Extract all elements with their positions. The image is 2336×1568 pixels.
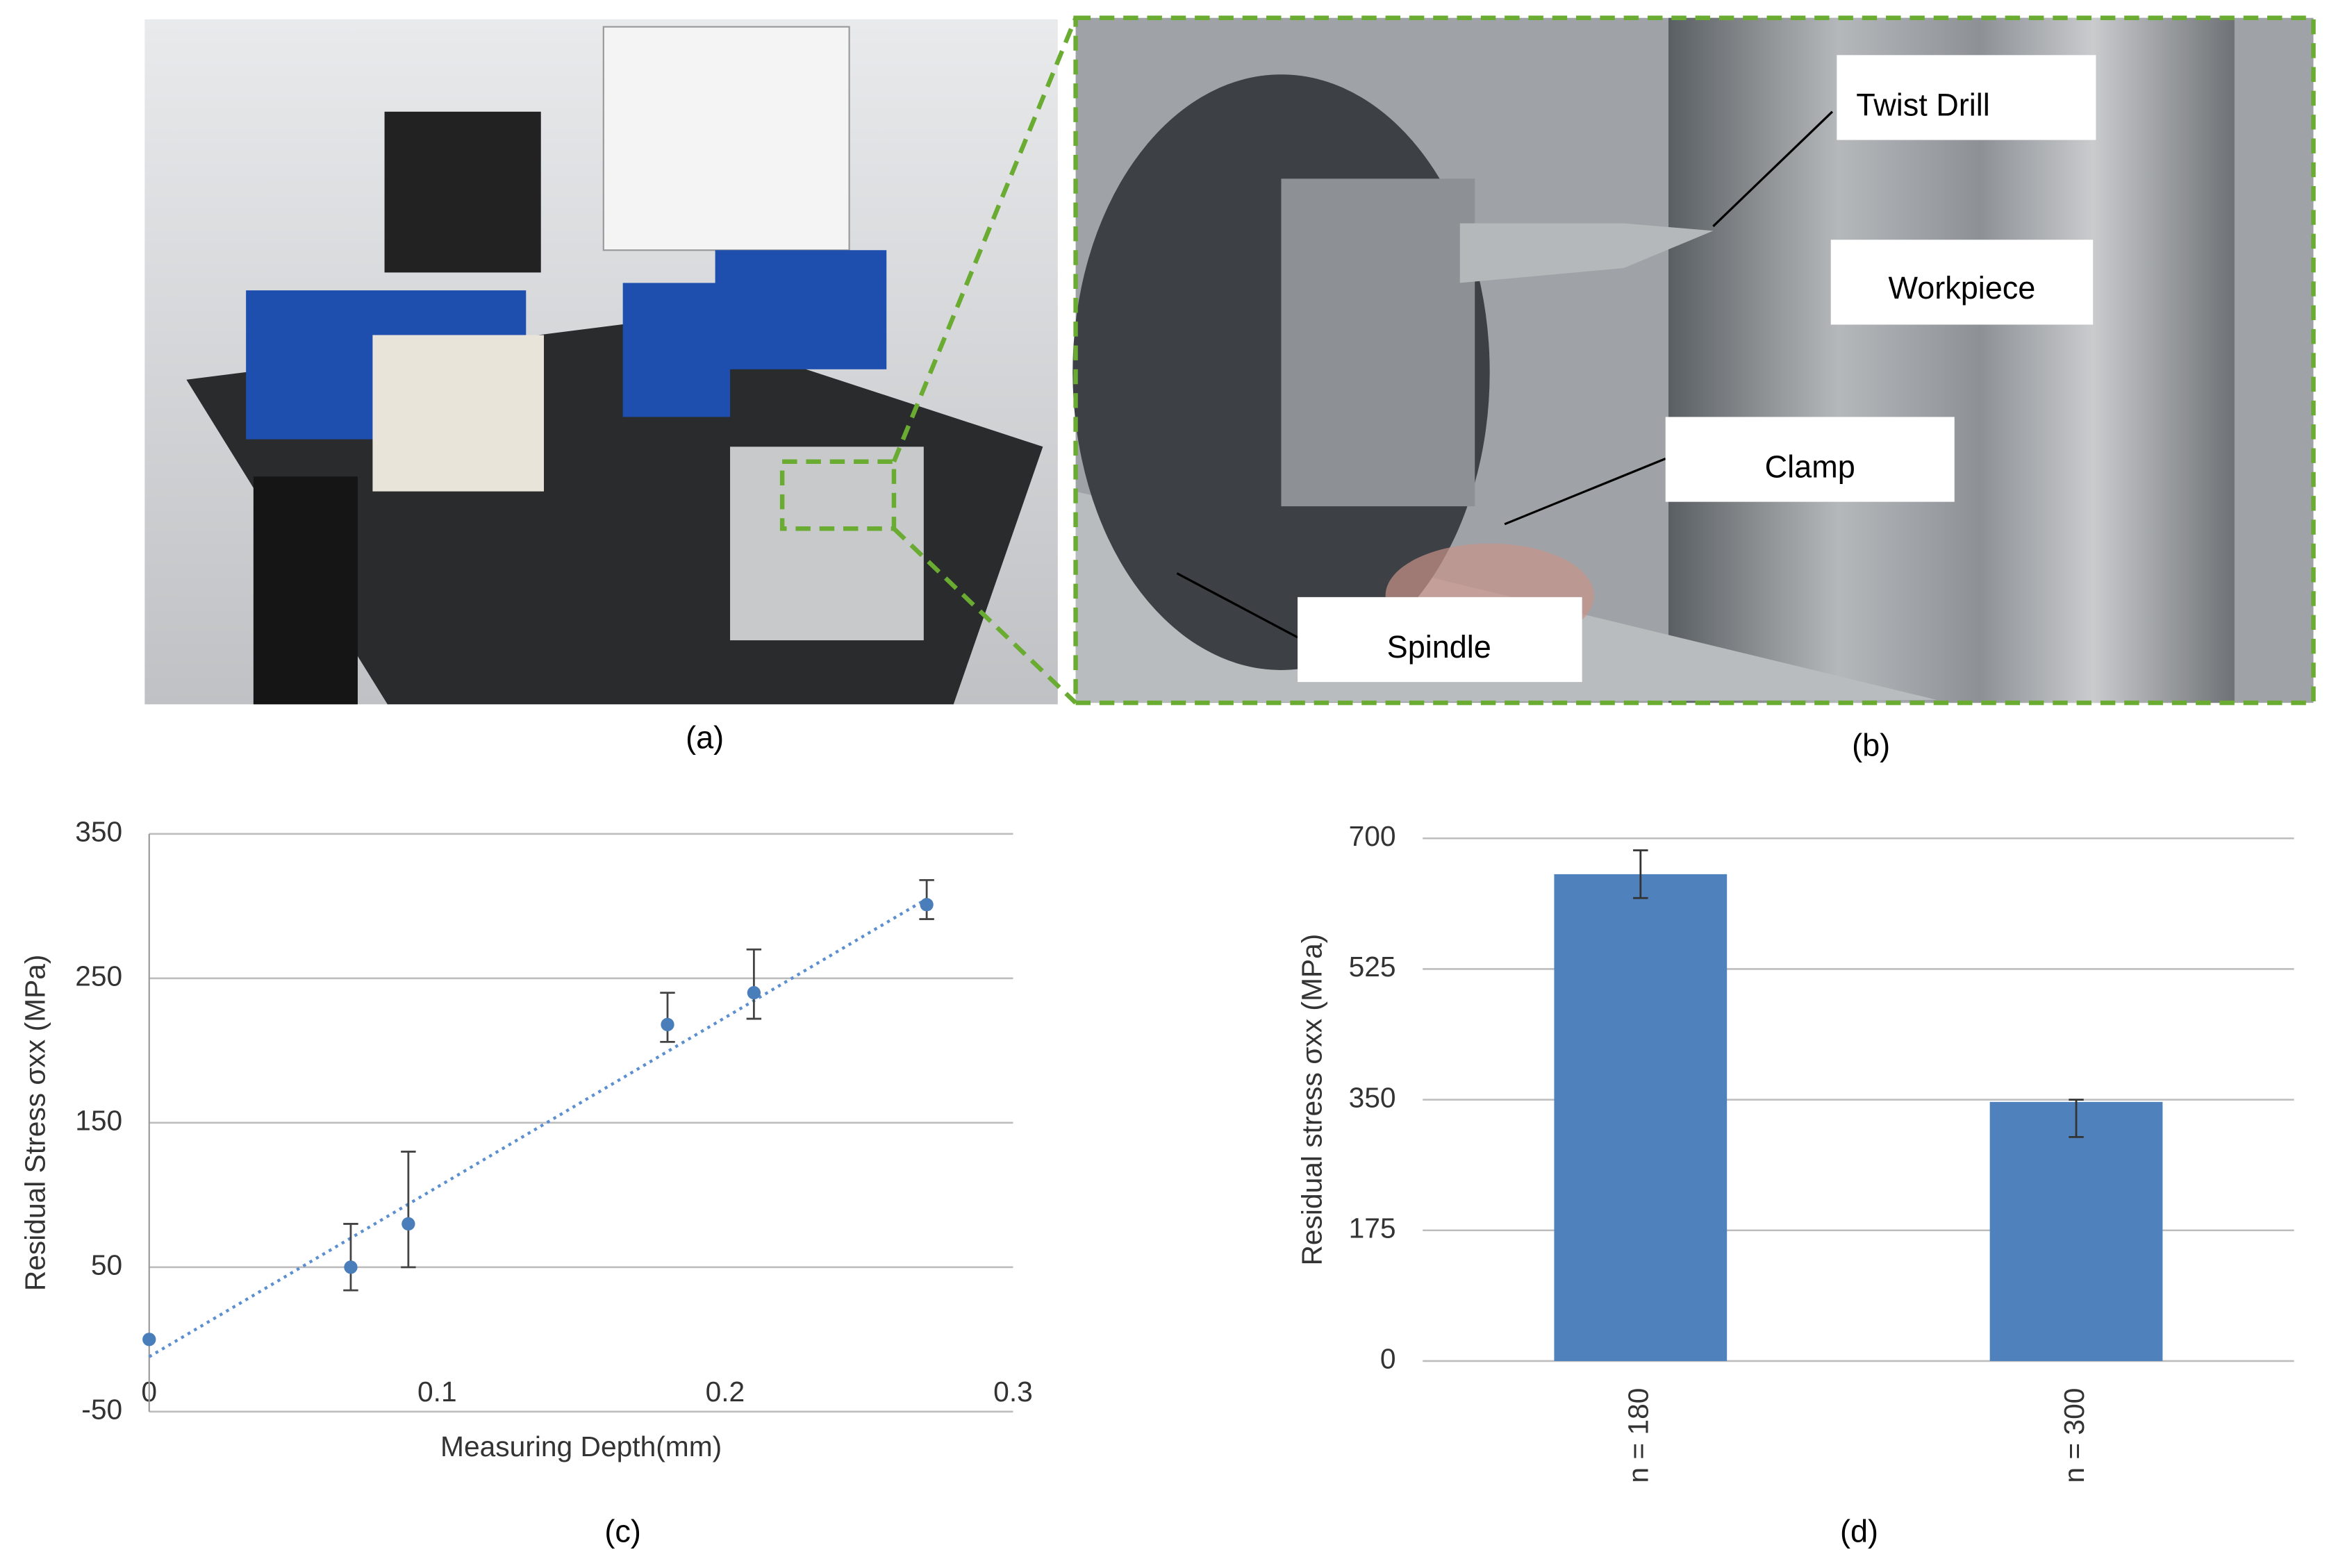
data-point (661, 1017, 674, 1032)
label-box (1665, 417, 1955, 502)
label-box (1837, 55, 2096, 140)
photo-label: Workpiece (1889, 270, 2036, 306)
panel-label: (a) (686, 720, 724, 756)
x-tick-label: 0.1 (417, 1376, 457, 1408)
bar (1554, 874, 1728, 1361)
photo-annotations (1176, 110, 1833, 639)
photo-label: Twist Drill (1856, 87, 1990, 122)
error-bar (343, 1223, 358, 1292)
error-bar (401, 1151, 416, 1269)
label-box (1298, 597, 1582, 683)
x-tick-label: n = 180 (1623, 1388, 1655, 1483)
x-tick-label: 0.3 (993, 1376, 1033, 1408)
photo-a (144, 19, 1058, 705)
y-tick-label: 250 (75, 960, 122, 992)
trendline (148, 897, 928, 1358)
data-point (142, 1333, 156, 1346)
y-tick-label: 50 (91, 1249, 122, 1281)
y-axis-title: Residual stress σxx (MPa) (1295, 934, 1327, 1266)
arrow (1712, 110, 1833, 228)
x-axis-title: Measuring Depth(mm) (440, 1431, 722, 1462)
data-point (344, 1260, 358, 1274)
arrow (1176, 572, 1298, 639)
panel-label: (d) (1840, 1514, 1878, 1549)
data-point (401, 1217, 415, 1231)
arrow (1504, 457, 1666, 526)
zoom-line (891, 17, 1078, 462)
error-bar (660, 992, 675, 1043)
panel-label: (b) (1852, 727, 1890, 762)
zoom-line (892, 526, 1077, 705)
y-tick-label: 350 (75, 816, 122, 848)
x-tick-label: 0.2 (706, 1376, 745, 1408)
y-tick-label: 350 (1349, 1081, 1396, 1113)
y-tick-label: 0 (1380, 1343, 1396, 1375)
bar (1989, 1101, 2163, 1361)
y-axis-title: Residual Stress σxx (MPa) (19, 955, 51, 1292)
photo-label: Clamp (1765, 449, 1855, 484)
error-bar (746, 948, 762, 1020)
y-tick-label: 150 (75, 1105, 122, 1137)
y-tick-label: 175 (1349, 1212, 1396, 1244)
y-tick-label: -50 (81, 1394, 122, 1426)
photo-label: Spindle (1387, 629, 1491, 665)
x-tick-label: n = 300 (2058, 1388, 2090, 1483)
y-tick-label: 700 (1349, 820, 1396, 852)
y-tick-label: 525 (1349, 951, 1396, 983)
data-point (920, 898, 934, 912)
panel-label: (c) (604, 1514, 640, 1549)
photo-b (1072, 15, 2316, 706)
error-bar (1633, 849, 1648, 899)
error-bar (2069, 1099, 2084, 1138)
data-point (747, 985, 761, 1000)
label-box (1830, 240, 2094, 325)
